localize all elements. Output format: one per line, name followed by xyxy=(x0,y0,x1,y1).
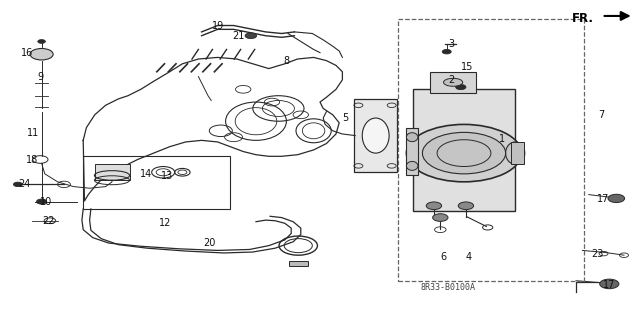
Circle shape xyxy=(30,48,53,60)
Text: 17: 17 xyxy=(597,194,610,204)
Bar xyxy=(430,72,476,93)
Text: 23: 23 xyxy=(591,249,604,259)
Text: 8R33-B0100A: 8R33-B0100A xyxy=(420,283,476,292)
Circle shape xyxy=(426,202,442,210)
Text: 14: 14 xyxy=(140,169,152,180)
Text: 17: 17 xyxy=(603,279,616,290)
Ellipse shape xyxy=(406,133,418,142)
Circle shape xyxy=(36,199,47,204)
Circle shape xyxy=(608,194,625,203)
Text: 6: 6 xyxy=(440,252,447,262)
Circle shape xyxy=(458,202,474,210)
Text: 7: 7 xyxy=(598,110,605,120)
Text: 16: 16 xyxy=(20,48,33,58)
Text: 19: 19 xyxy=(211,20,224,31)
Circle shape xyxy=(600,279,619,289)
Text: 3: 3 xyxy=(449,39,455,49)
Bar xyxy=(354,99,397,172)
Text: 18: 18 xyxy=(26,155,38,166)
Bar xyxy=(398,19,584,281)
Text: 20: 20 xyxy=(204,238,216,248)
Text: 4: 4 xyxy=(466,252,472,262)
Text: 22: 22 xyxy=(42,216,55,226)
Bar xyxy=(289,261,308,266)
Circle shape xyxy=(442,49,451,54)
Ellipse shape xyxy=(506,142,525,164)
Text: 21: 21 xyxy=(232,31,245,41)
Circle shape xyxy=(245,33,257,39)
Bar xyxy=(406,128,418,175)
Ellipse shape xyxy=(406,161,418,170)
Circle shape xyxy=(422,132,506,174)
Text: 24: 24 xyxy=(18,179,31,189)
Circle shape xyxy=(13,182,22,187)
Bar xyxy=(511,142,524,164)
Text: 1: 1 xyxy=(499,134,505,144)
Text: 15: 15 xyxy=(461,62,474,72)
Ellipse shape xyxy=(362,118,389,153)
Text: 12: 12 xyxy=(159,218,172,228)
Circle shape xyxy=(38,40,45,43)
Bar xyxy=(95,164,130,180)
Circle shape xyxy=(456,85,466,90)
Text: 5: 5 xyxy=(342,113,349,123)
Ellipse shape xyxy=(444,78,463,86)
Text: 13: 13 xyxy=(161,171,173,181)
Text: 10: 10 xyxy=(40,197,52,207)
Circle shape xyxy=(406,124,522,182)
Text: 2: 2 xyxy=(449,75,455,85)
Text: 9: 9 xyxy=(37,71,44,82)
Bar xyxy=(413,89,515,211)
Text: 8: 8 xyxy=(284,56,290,66)
Circle shape xyxy=(433,214,448,221)
Text: FR.: FR. xyxy=(572,12,593,25)
Bar xyxy=(83,156,230,209)
Text: 11: 11 xyxy=(27,128,40,138)
